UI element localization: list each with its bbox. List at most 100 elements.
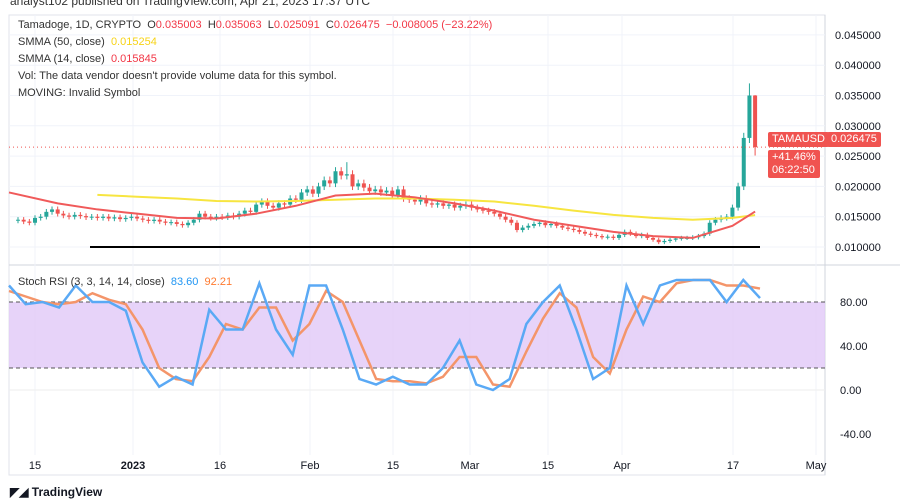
candle-body xyxy=(344,174,349,176)
candle-body xyxy=(486,210,491,212)
candle-body xyxy=(135,216,140,219)
candle-body xyxy=(129,216,134,218)
candle-body xyxy=(509,219,514,223)
candle-body xyxy=(605,236,610,238)
time-tick-label: May xyxy=(806,460,827,472)
candle-body xyxy=(565,227,570,229)
smma14-legend: SMMA (14, close) 0.015845 xyxy=(18,53,157,65)
time-tick-label: 15 xyxy=(542,460,554,472)
candle-body xyxy=(560,225,565,228)
logo-icon: ◤◢ xyxy=(10,485,32,499)
price-change-box: +41.46% 06:22:50 xyxy=(768,150,820,178)
last-price-label: 0.026475 xyxy=(827,132,881,147)
stoch-k-value: 83.60 xyxy=(170,276,199,288)
candle-body xyxy=(543,222,548,226)
publisher-header: analyst102 published on TradingView.com,… xyxy=(10,0,371,8)
candle-body xyxy=(350,174,355,187)
candle-body xyxy=(242,210,247,214)
candle-body xyxy=(276,203,281,208)
candle-body xyxy=(594,234,599,237)
candle-body xyxy=(299,192,304,200)
stoch-k-line xyxy=(8,278,761,392)
candle-body xyxy=(310,189,315,194)
candle-body xyxy=(101,216,106,218)
candle-body xyxy=(446,204,451,206)
smma50-line xyxy=(97,193,756,221)
candle-body xyxy=(378,189,383,193)
candle-body xyxy=(55,209,60,214)
candle-body xyxy=(730,207,735,217)
symbol-price-tag: TAMAUSD xyxy=(768,132,829,147)
candle-body xyxy=(282,203,287,205)
candle-body xyxy=(367,187,372,192)
open-value: 0.035003 xyxy=(155,19,202,31)
candle-body xyxy=(44,211,49,217)
candle-body xyxy=(588,233,593,235)
low-label: L xyxy=(267,19,274,31)
candle-body xyxy=(174,222,179,224)
candle-body xyxy=(89,216,94,218)
candle-body xyxy=(429,203,434,205)
close-value: 0.026475 xyxy=(333,19,380,31)
candle-body xyxy=(713,219,718,223)
candle-body xyxy=(741,137,746,187)
close-label: C xyxy=(325,19,334,31)
candle-body xyxy=(112,217,117,219)
candle-body xyxy=(95,216,100,218)
price-change: +41.46% xyxy=(772,151,816,163)
price-tick-label: 0.045000 xyxy=(835,30,881,42)
change-value: −0.008005 (−23.22%) xyxy=(385,19,493,31)
stoch-tick-label: 40.00 xyxy=(840,341,868,353)
candle-body xyxy=(435,203,440,205)
candle-body xyxy=(707,222,712,234)
candle-body xyxy=(21,219,26,222)
smma14-label: SMMA (14, close) xyxy=(18,53,105,65)
candle-body xyxy=(265,201,270,206)
candle-body xyxy=(106,216,111,219)
candle-body xyxy=(452,204,457,208)
candle-body xyxy=(458,205,463,208)
candle-body xyxy=(441,203,446,206)
candle-body xyxy=(577,230,582,232)
time-tick-label: 15 xyxy=(29,460,41,472)
candle-body xyxy=(78,214,83,217)
price-tick-label: 0.030000 xyxy=(835,121,881,133)
candle-body xyxy=(747,95,752,138)
candle-body xyxy=(531,223,536,226)
candle-body xyxy=(679,237,684,239)
logo-text: TradingView xyxy=(31,485,103,499)
candle-body xyxy=(322,180,327,187)
tradingview-logo[interactable]: ◤◢ TradingView xyxy=(10,485,102,499)
candle-body xyxy=(497,213,502,217)
candle-body xyxy=(390,190,395,196)
candle-body xyxy=(203,213,208,217)
candle-body xyxy=(157,219,162,222)
candle-body xyxy=(339,171,344,176)
main-legend: Tamadoge, 1D, CRYPTO O0.035003 H0.035063… xyxy=(18,19,492,31)
candle-body xyxy=(656,239,661,243)
price-tick-label: 0.025000 xyxy=(835,151,881,163)
candle-body xyxy=(271,205,276,208)
candle-body xyxy=(259,201,264,205)
stoch-legend: Stoch RSI (3, 3, 14, 14, close) 83.60 92… xyxy=(18,276,232,288)
candle-body xyxy=(327,180,332,184)
candle-body xyxy=(50,209,55,212)
candle-body xyxy=(480,209,485,211)
candle-body xyxy=(662,240,667,243)
candle-body xyxy=(492,211,497,214)
candle-body xyxy=(673,238,678,240)
candle-body xyxy=(611,236,616,238)
candle-body xyxy=(401,189,406,199)
candle-body xyxy=(600,236,605,238)
candle-body xyxy=(208,216,213,218)
candle-body xyxy=(16,219,20,221)
candle-body xyxy=(123,217,128,220)
candle-body xyxy=(248,210,253,212)
candle-body xyxy=(651,237,656,240)
smma14-line xyxy=(8,191,756,239)
candle-body xyxy=(169,222,174,224)
candle-body xyxy=(537,222,542,224)
price-tick-label: 0.040000 xyxy=(835,60,881,72)
last-price: 0.026475 xyxy=(831,133,877,145)
